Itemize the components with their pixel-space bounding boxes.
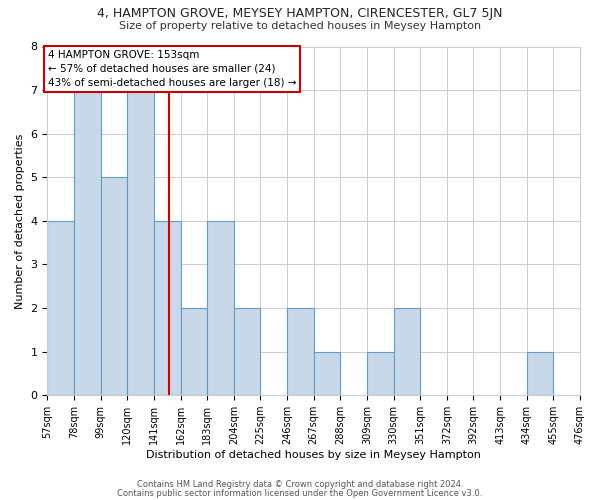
Bar bbox=[234, 308, 260, 395]
Y-axis label: Number of detached properties: Number of detached properties bbox=[15, 133, 25, 308]
Bar bbox=[181, 308, 207, 395]
Text: Contains HM Land Registry data © Crown copyright and database right 2024.: Contains HM Land Registry data © Crown c… bbox=[137, 480, 463, 489]
Text: 4 HAMPTON GROVE: 153sqm
← 57% of detached houses are smaller (24)
43% of semi-de: 4 HAMPTON GROVE: 153sqm ← 57% of detache… bbox=[48, 50, 296, 88]
Text: Size of property relative to detached houses in Meysey Hampton: Size of property relative to detached ho… bbox=[119, 21, 481, 31]
Bar bbox=[287, 308, 314, 395]
Bar bbox=[47, 221, 74, 395]
Bar bbox=[154, 221, 181, 395]
Bar bbox=[314, 352, 340, 395]
Text: Contains public sector information licensed under the Open Government Licence v3: Contains public sector information licen… bbox=[118, 488, 482, 498]
Bar bbox=[101, 178, 127, 395]
Bar bbox=[74, 90, 101, 395]
Bar bbox=[367, 352, 394, 395]
Bar bbox=[394, 308, 420, 395]
X-axis label: Distribution of detached houses by size in Meysey Hampton: Distribution of detached houses by size … bbox=[146, 450, 481, 460]
Bar bbox=[207, 221, 234, 395]
Text: 4, HAMPTON GROVE, MEYSEY HAMPTON, CIRENCESTER, GL7 5JN: 4, HAMPTON GROVE, MEYSEY HAMPTON, CIRENC… bbox=[97, 8, 503, 20]
Bar bbox=[527, 352, 553, 395]
Bar bbox=[127, 90, 154, 395]
